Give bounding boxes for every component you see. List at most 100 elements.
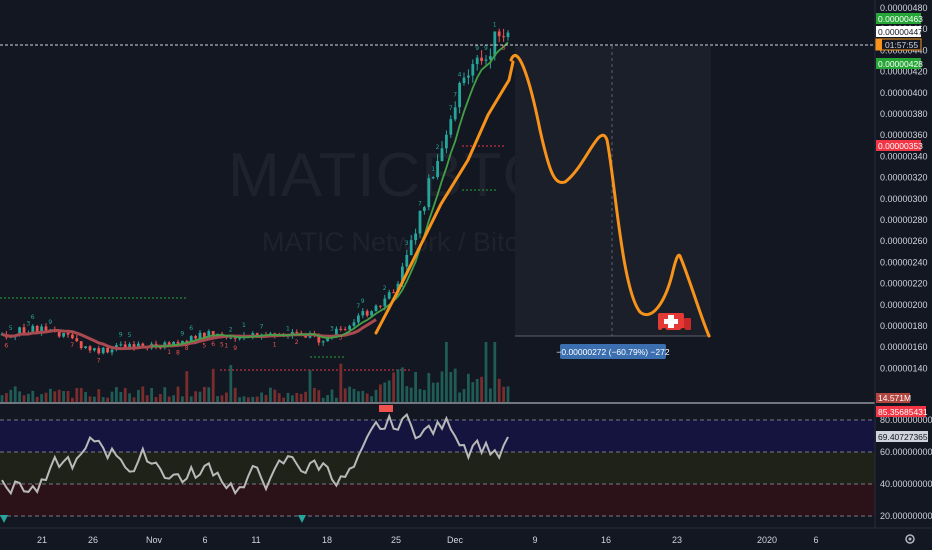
signal-marker: 9	[475, 45, 479, 52]
candle-body	[475, 57, 479, 65]
volume-bar	[176, 386, 180, 402]
volume-bar	[330, 389, 334, 402]
volume-bar	[172, 395, 175, 402]
price-tick-label: 0.00000300	[880, 194, 928, 204]
time-tick-label: 6	[813, 535, 818, 545]
signal-marker: 3	[26, 321, 30, 328]
signal-marker: 3	[339, 335, 343, 342]
volume-bar	[427, 373, 431, 402]
volume-bar	[299, 393, 303, 402]
candle-body	[493, 31, 497, 57]
signal-marker: 5	[220, 342, 224, 349]
rsi-low-marker-2	[298, 515, 306, 523]
volume-bar	[53, 391, 57, 402]
volume-bar	[484, 342, 488, 402]
volume-bar	[251, 396, 255, 402]
signal-marker: 5	[502, 45, 506, 52]
candle-body	[506, 32, 510, 38]
signal-marker: 9	[361, 298, 365, 305]
price-tick-label: 0.00000380	[880, 109, 928, 119]
candle-body	[405, 255, 409, 267]
volume-bar	[132, 397, 136, 402]
price-tick-label: 0.00000140	[880, 363, 928, 373]
volume-bar	[0, 395, 4, 402]
candle-body	[374, 305, 378, 312]
volume-bar	[506, 386, 510, 402]
time-axis[interactable]: 21 26 Nov 6 11 18 25 Dec 9 16 23 2020 6	[37, 535, 819, 545]
volume-bar	[387, 380, 391, 402]
signal-marker: 4	[458, 71, 462, 78]
volume-bar	[27, 393, 30, 402]
volume-bar	[141, 386, 145, 402]
volume-bar	[150, 388, 153, 402]
volume-tag	[876, 393, 910, 403]
volume-bar	[273, 389, 277, 402]
signal-marker: 9	[119, 331, 123, 338]
volume-bar	[115, 387, 118, 402]
signal-marker: 6	[189, 325, 193, 332]
volume-bar	[317, 390, 321, 402]
time-tick-label: 9	[532, 535, 537, 545]
signal-marker: 7	[70, 342, 74, 349]
candle-body	[339, 328, 343, 330]
volume-bar	[163, 387, 167, 402]
price-tick-label: 0.00000400	[880, 88, 928, 98]
signal-marker: 9	[48, 319, 52, 326]
countdown-marker	[876, 39, 882, 50]
volume-bar	[264, 395, 268, 402]
volume-bar	[497, 378, 501, 402]
volume-bar	[119, 392, 123, 402]
candle-body	[88, 346, 92, 351]
price-tick-label: 0.00000320	[880, 173, 928, 183]
volume-bar	[13, 386, 17, 402]
rsi-line[interactable]	[1, 412, 509, 496]
volume-bar	[304, 391, 307, 402]
volume-bar	[233, 387, 237, 402]
candle-body	[343, 329, 347, 331]
candle-body	[480, 57, 483, 61]
volume-bar	[489, 388, 492, 402]
volume-bar	[335, 397, 338, 402]
forecast-path[interactable]	[509, 53, 711, 338]
volume-bar	[145, 395, 149, 402]
time-tick-label: 25	[391, 535, 401, 545]
ambulance-icon	[658, 313, 691, 334]
volume-bar	[401, 367, 404, 402]
volume-bar	[431, 382, 435, 402]
time-tick-label: 6	[202, 535, 207, 545]
trend-line[interactable]	[374, 60, 515, 335]
candle-body	[321, 341, 325, 343]
volume-bar	[75, 388, 79, 402]
signal-marker: 1	[273, 341, 277, 348]
time-tick-label: Dec	[447, 535, 464, 545]
candle-body	[484, 59, 488, 61]
price-tick-label: 0.00000340	[880, 151, 928, 161]
volume-bar	[440, 371, 444, 402]
volume-bar	[238, 397, 241, 402]
low-price-tag	[876, 58, 921, 69]
candle-body	[453, 107, 457, 120]
candle-body	[93, 348, 96, 351]
signal-marker: 5	[9, 325, 13, 332]
volume-bar	[137, 389, 140, 402]
price-tick-label: 0.00000220	[880, 279, 928, 289]
volume-bar	[159, 394, 162, 402]
volume-bar	[453, 368, 457, 402]
candle-body	[365, 311, 369, 316]
candle-body	[497, 31, 501, 37]
candle-body	[233, 337, 237, 339]
volume-bar	[409, 387, 413, 402]
level-price-label: 0.00000353	[878, 141, 923, 151]
time-tick-label: Nov	[146, 535, 163, 545]
rsi-current-label: 69.40727365	[878, 432, 928, 442]
volume-label: 14.571M	[878, 393, 911, 403]
price-tick-label: 0.00000480	[880, 3, 928, 13]
candle-body	[427, 178, 431, 208]
settings-icon[interactable]	[905, 534, 915, 544]
high-price-label: 0.00000463	[878, 14, 923, 24]
candle-body	[440, 148, 444, 161]
candle-body	[44, 326, 48, 331]
volume-bar	[361, 390, 365, 402]
signal-marker: 5	[128, 332, 132, 339]
